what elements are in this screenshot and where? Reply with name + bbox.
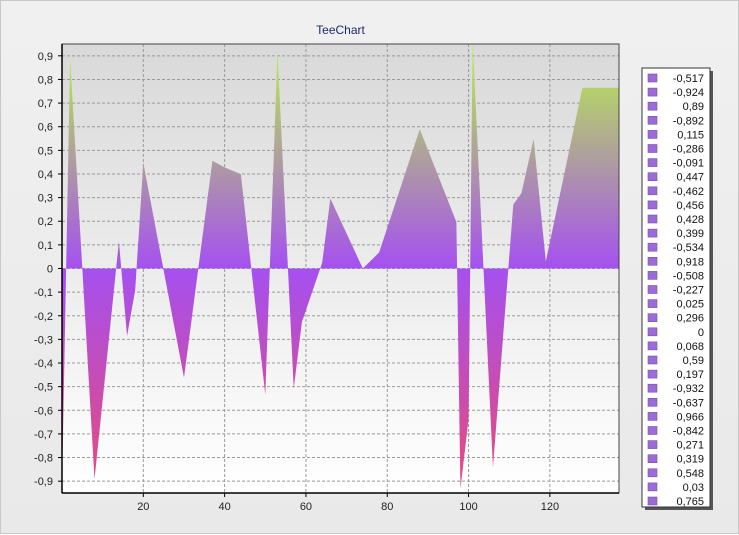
y-tick-label: 0	[47, 264, 53, 276]
x-tick-label: 40	[219, 501, 231, 513]
x-tick-label: 100	[459, 501, 477, 513]
legend-entry: 0,399	[676, 228, 704, 240]
legend-swatch	[647, 355, 658, 365]
y-tick-label: -0,2	[34, 311, 53, 323]
legend-swatch	[647, 242, 658, 252]
legend-swatch	[647, 369, 658, 379]
y-tick-label: -0,6	[34, 405, 53, 417]
legend-entry: 0,918	[676, 256, 704, 268]
legend-swatch	[647, 454, 658, 464]
legend-entry: 0,765	[676, 496, 704, 508]
legend-swatch	[647, 496, 658, 506]
legend-swatch	[647, 144, 658, 153]
legend-swatch	[647, 397, 658, 407]
legend-swatch	[647, 101, 658, 111]
y-tick-label: -0,5	[34, 382, 53, 394]
chart-title: TeeChart	[316, 23, 365, 37]
legend-swatch	[647, 482, 658, 492]
legend-swatch	[647, 327, 658, 337]
legend-entry: -0,462	[673, 186, 704, 198]
legend-swatch	[647, 116, 658, 125]
y-tick-label: 0,7	[38, 98, 53, 110]
legend-swatch	[647, 200, 658, 210]
y-tick-label: 0,6	[38, 122, 53, 134]
y-tick-label: 0,8	[38, 74, 53, 86]
legend-entry: -0,892	[673, 115, 704, 127]
legend-entry: 0,447	[676, 172, 704, 184]
legend-entry: 0,197	[676, 369, 704, 381]
y-tick-label: -0,4	[34, 358, 53, 370]
legend-swatch	[647, 285, 658, 294]
legend-entry: 0,296	[676, 313, 704, 325]
legend-entry: 0,548	[676, 468, 704, 480]
legend-entry: -0,932	[673, 383, 704, 395]
legend-swatch	[647, 412, 658, 421]
area-series	[62, 44, 619, 489]
legend-swatch	[647, 426, 658, 435]
y-tick-label: 0,2	[38, 216, 53, 228]
legend-swatch	[647, 299, 658, 308]
legend-swatch	[647, 158, 658, 167]
y-tick-label: -0,1	[34, 287, 53, 299]
legend-entry: 0,025	[676, 299, 704, 311]
y-tick-label: 0,5	[38, 145, 53, 157]
x-tick-label: 20	[137, 501, 149, 513]
legend-entry: -0,091	[673, 158, 704, 170]
legend-entry: 0,966	[676, 411, 704, 423]
legend-entry: 0,271	[676, 440, 704, 452]
legend-entry: -0,517	[673, 73, 704, 85]
legend-entry: 0,319	[676, 454, 704, 466]
legend-swatch	[647, 87, 658, 97]
legend-swatch	[647, 440, 658, 449]
legend-swatch	[647, 186, 658, 196]
legend-swatch	[647, 341, 658, 351]
legend-entry: 0,89	[683, 101, 704, 113]
legend-entry: -0,227	[673, 285, 704, 297]
legend-swatch	[647, 271, 658, 280]
legend-entry: 0,068	[676, 341, 704, 353]
legend-entry: -0,508	[673, 270, 704, 282]
y-tick-label: 0,4	[38, 169, 53, 181]
legend-entry: -0,534	[673, 242, 704, 254]
y-tick-label: -0,3	[34, 334, 53, 346]
y-tick-label: 0,1	[38, 240, 53, 252]
legend-swatch	[647, 383, 658, 393]
legend-entry: -0,924	[673, 87, 704, 99]
x-tick-label: 80	[381, 501, 393, 513]
legend-entry: 0,59	[683, 355, 704, 367]
legend-entry: -0,637	[673, 397, 704, 409]
y-tick-label: 0,3	[38, 193, 53, 205]
y-tick-label: -0,9	[34, 476, 53, 488]
legend-swatch	[647, 256, 658, 266]
legend-swatch	[647, 130, 658, 139]
x-tick-label: 60	[300, 501, 312, 513]
y-tick-label: -0,8	[34, 453, 53, 465]
legend-entry: 0,456	[676, 200, 704, 212]
legend-swatch	[647, 214, 658, 224]
legend-entry: -0,286	[673, 144, 704, 156]
legend-entry: -0,842	[673, 426, 704, 438]
legend-entry: 0,428	[676, 214, 704, 226]
area-fill	[62, 44, 619, 489]
legend-swatch	[647, 73, 658, 83]
legend-swatch	[647, 468, 658, 478]
x-tick-label: 120	[541, 501, 559, 513]
y-tick-label: -0,7	[34, 429, 53, 441]
legend-swatch	[647, 172, 658, 181]
legend-entry: 0,03	[683, 482, 704, 494]
data-point	[472, 39, 474, 41]
legend-swatch	[647, 228, 658, 238]
legend-entry: 0	[698, 327, 704, 339]
y-tick-label: 0,9	[38, 51, 53, 63]
legend-entry: 0,115	[677, 129, 704, 141]
legend-swatch	[647, 313, 658, 323]
